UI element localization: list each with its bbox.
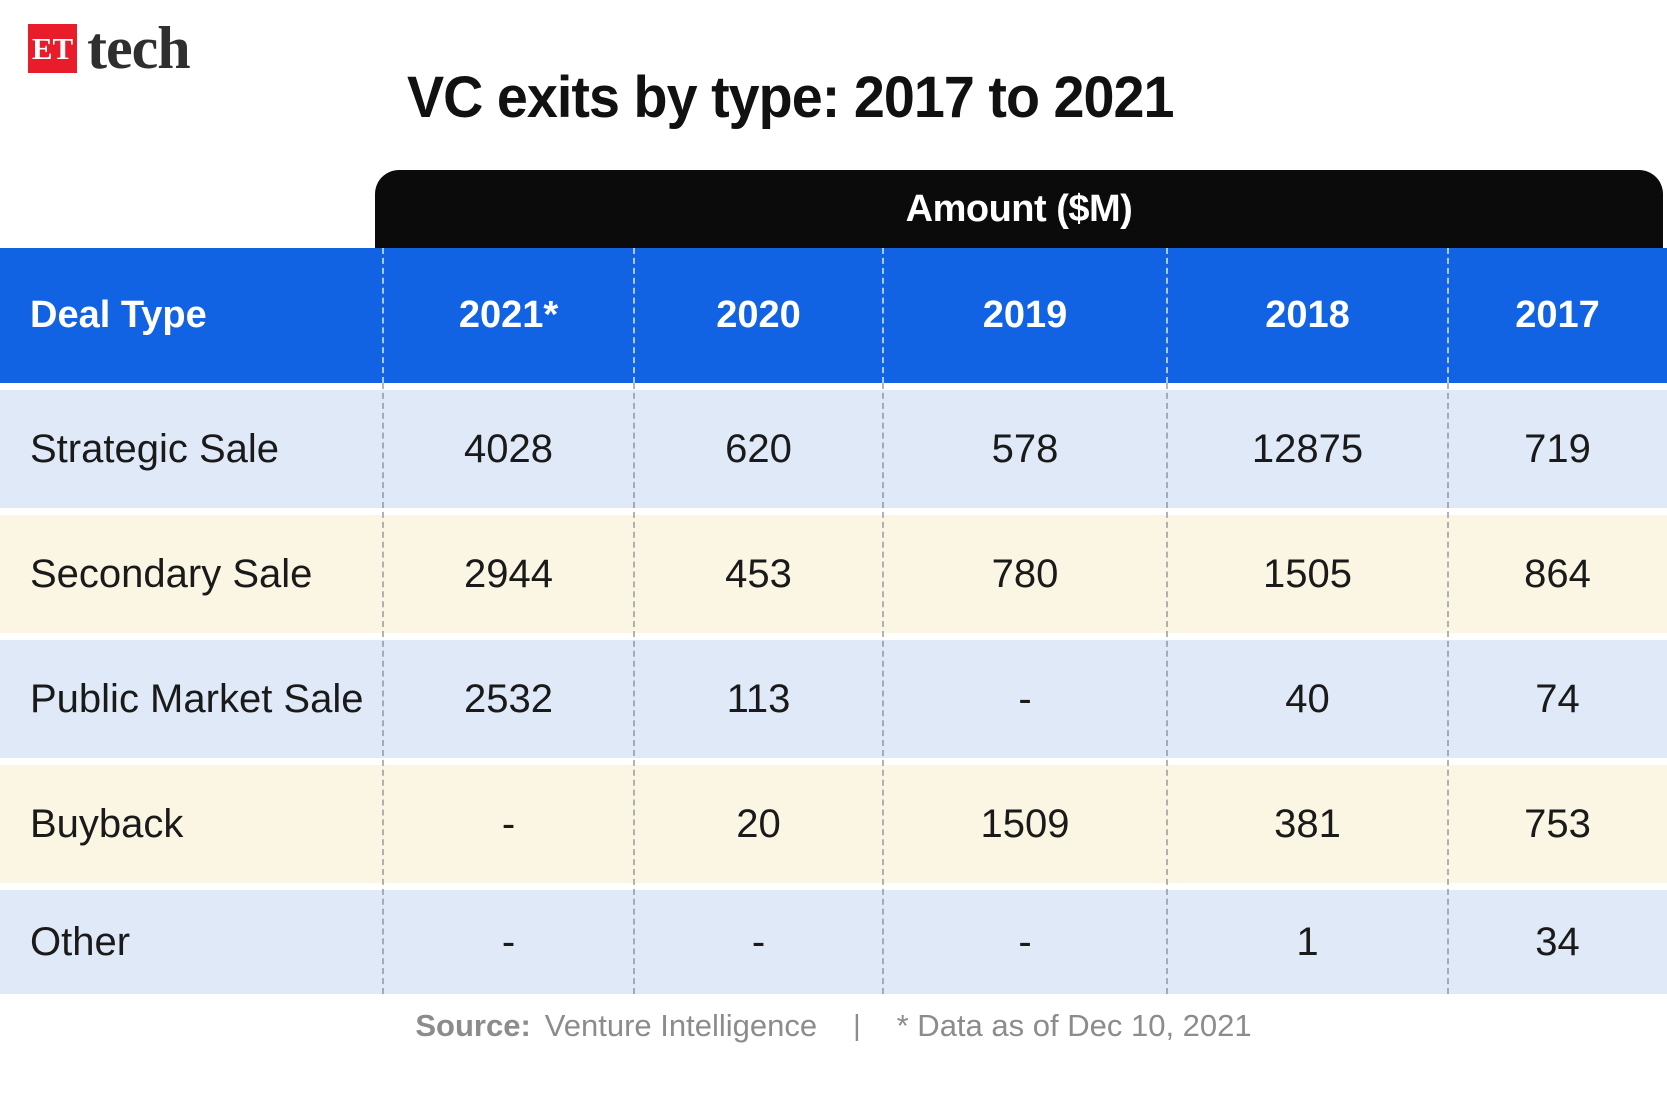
table-cell: 753: [1448, 765, 1667, 883]
table-cell: 74: [1448, 640, 1667, 758]
table-cell: 864: [1448, 515, 1667, 633]
table-cell: 113: [634, 640, 883, 758]
table-cell: -: [634, 890, 883, 994]
table-cell: 34: [1448, 890, 1667, 994]
data-note: * Data as of Dec 10, 2021: [896, 1008, 1252, 1043]
col-header-2017: 2017: [1515, 294, 1600, 336]
source-value: Venture Intelligence: [544, 1008, 818, 1043]
et-logo-badge: ET: [28, 24, 77, 74]
col-header-2020: 2020: [716, 294, 801, 336]
source-label: Source:: [415, 1008, 531, 1043]
table-cell: 2532: [383, 640, 634, 758]
row-buyback: Buyback - 20 1509 381 753: [0, 765, 1667, 883]
chart-title: VC exits by type: 2017 to 2021: [407, 65, 1175, 130]
table-cell: 4028: [383, 390, 634, 508]
amount-group-header-label: Amount ($M): [905, 187, 1133, 230]
row-public-market-sale: Public Market Sale 2532 113 - 40 74: [0, 640, 1667, 758]
row-label: Strategic Sale: [0, 390, 383, 508]
row-label: Other: [0, 890, 383, 994]
table-header-row: Deal Type 2021* 2020 2019 2018 2017: [0, 248, 1667, 383]
source-line: Source: Venture Intelligence | * Data as…: [0, 1008, 1667, 1044]
row-strategic-sale: Strategic Sale 4028 620 578 12875 719: [0, 390, 1667, 508]
table-cell: 453: [634, 515, 883, 633]
table-cell: -: [883, 890, 1167, 994]
col-header-2018: 2018: [1265, 294, 1350, 336]
source-separator: |: [853, 1009, 861, 1042]
col-header-deal-type: Deal Type: [30, 294, 207, 336]
row-label: Buyback: [0, 765, 383, 883]
table-cell: 2944: [383, 515, 634, 633]
table-cell: -: [383, 890, 634, 994]
tech-logo-text: tech: [87, 15, 191, 81]
table-cell: 719: [1448, 390, 1667, 508]
chart-title-wrap: VC exits by type: 2017 to 2021: [0, 64, 1667, 131]
table-cell: 381: [1167, 765, 1448, 883]
amount-group-header-bar: Amount ($M): [375, 170, 1663, 248]
table-cell: 780: [883, 515, 1167, 633]
col-header-2021: 2021*: [458, 294, 559, 336]
row-label: Public Market Sale: [0, 640, 383, 758]
row-label: Secondary Sale: [0, 515, 383, 633]
table-cell: 578: [883, 390, 1167, 508]
vc-exits-table: Deal Type 2021* 2020 2019 2018 2017 Stra…: [0, 248, 1667, 994]
col-header-2019: 2019: [982, 294, 1068, 336]
table-cell: 12875: [1167, 390, 1448, 508]
table-cell: 620: [634, 390, 883, 508]
table-cell: -: [883, 640, 1167, 758]
row-other: Other - - - 1 34: [0, 890, 1667, 994]
row-secondary-sale: Secondary Sale 2944 453 780 1505 864: [0, 515, 1667, 633]
table-cell: -: [383, 765, 634, 883]
table-cell: 1509: [883, 765, 1167, 883]
table-cell: 20: [634, 765, 883, 883]
table-cell: 1505: [1167, 515, 1448, 633]
table-cell: 1: [1167, 890, 1448, 994]
ettech-logo: ET tech: [28, 15, 191, 81]
table-cell: 40: [1167, 640, 1448, 758]
